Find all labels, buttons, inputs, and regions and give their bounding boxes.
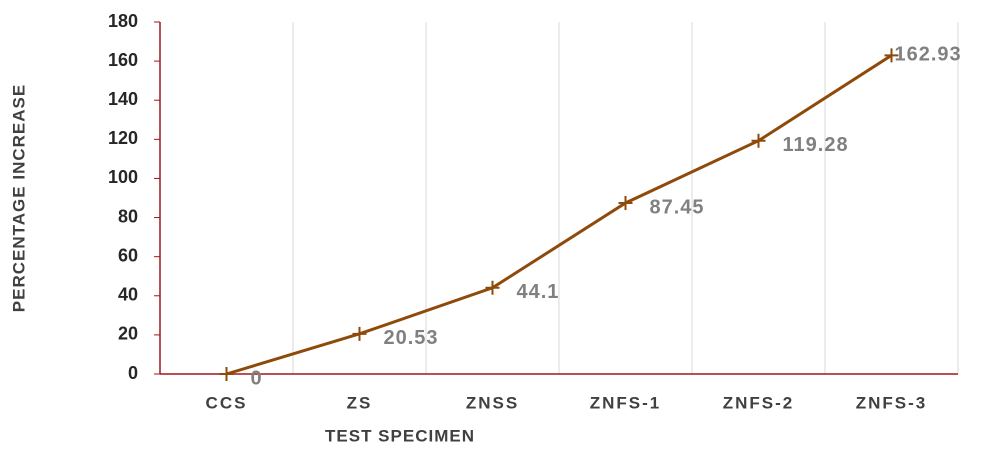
x-tick-label: ZNFS-2 <box>723 393 795 412</box>
x-tick-label: ZNSS <box>466 393 519 412</box>
y-tick-label: 160 <box>108 50 138 70</box>
y-axis-title: PERCENTAGE INCREASE <box>9 84 28 312</box>
y-tick-label: 40 <box>118 285 138 305</box>
y-tick-label: 100 <box>108 167 138 187</box>
data-label: 119.28 <box>783 134 849 156</box>
marker <box>751 133 766 148</box>
data-label: 162.93 <box>895 44 962 66</box>
y-tick-label: 60 <box>118 245 138 265</box>
x-tick-label: ZNFS-3 <box>856 393 928 412</box>
y-tick-label: 20 <box>118 324 138 344</box>
y-tick-label: 180 <box>108 11 138 31</box>
y-tick-label: 80 <box>118 206 138 226</box>
data-label: 20.53 <box>384 327 439 349</box>
x-tick-label: ZS <box>347 393 373 412</box>
y-tick-label: 0 <box>128 363 138 383</box>
marker <box>485 280 500 295</box>
y-tick-label: 120 <box>108 128 138 148</box>
marker <box>884 48 899 63</box>
marker <box>352 326 367 341</box>
marker <box>618 195 633 210</box>
marker <box>219 367 234 381</box>
data-label: 87.45 <box>650 196 705 218</box>
y-tick-label: 140 <box>108 89 138 109</box>
x-tick-label: CCS <box>206 393 248 412</box>
data-label: 44.1 <box>517 281 560 303</box>
x-axis-title: TEST SPECIMEN <box>325 426 475 445</box>
x-tick-label: ZNFS-1 <box>590 393 662 412</box>
line <box>226 54 893 376</box>
data-label: 0 <box>251 367 263 389</box>
